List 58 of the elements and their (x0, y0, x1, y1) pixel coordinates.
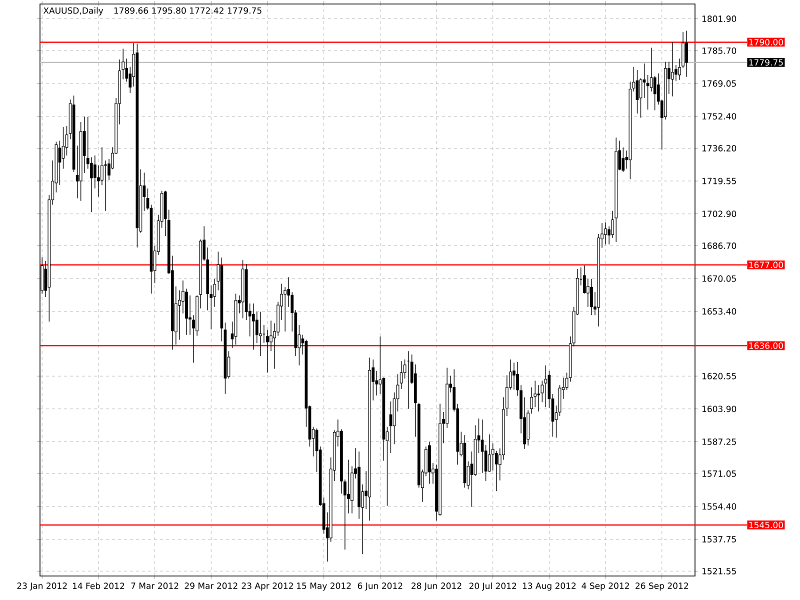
candlestick (488, 434, 491, 472)
ref-line-label: 1545.00 (749, 522, 783, 528)
y-tick-label: 1719.55 (702, 178, 736, 184)
x-tick-label: 23 Apr 2012 (242, 582, 293, 591)
x-tick-label: 14 Feb 2012 (72, 582, 124, 590)
y-tick-label: 1801.90 (702, 16, 736, 22)
candlestick (685, 30, 688, 78)
ref-line-label: 1677.00 (749, 262, 783, 268)
y-tick-label: 1587.25 (702, 438, 736, 445)
candlestick (530, 387, 534, 414)
y-tick-label: 1620.55 (702, 372, 736, 380)
chart-title: XAUUSD,Daily (43, 7, 104, 16)
y-tick-label: 1752.40 (702, 113, 736, 120)
y-tick-label: 1736.20 (702, 145, 736, 152)
x-tick-label: 4 Sep 2012 (582, 582, 629, 591)
candlestick (58, 140, 62, 186)
candlestick (65, 126, 68, 156)
candlestick (259, 311, 262, 356)
y-tick-label: 1670.05 (702, 275, 736, 282)
x-tick-label: 6 Jun 2012 (358, 582, 402, 591)
candlestick (642, 63, 646, 98)
x-tick-label: 29 Mar 2012 (184, 582, 238, 589)
candlestick (639, 78, 642, 118)
ref-line-label: 1636.00 (749, 342, 783, 349)
candlestick (284, 286, 287, 332)
y-tick-label: 1686.70 (702, 242, 736, 249)
y-tick-label: 1571.05 (702, 470, 736, 477)
ref-line-label: 1790.00 (749, 39, 783, 46)
candlestick (400, 360, 403, 390)
candlestick (671, 42, 674, 97)
x-tick-label: 26 Sep 2012 (636, 582, 688, 591)
chart-subtitle: 1789.66 1795.80 1772.42 1779.75 (114, 7, 262, 14)
x-tick-label: 28 Jun 2012 (412, 582, 462, 591)
x-tick-label: 20 Jul 2012 (469, 582, 516, 591)
y-tick-label: 1521.55 (702, 568, 736, 574)
y-tick-label: 1769.05 (702, 80, 736, 87)
y-tick-label: 1603.90 (702, 406, 736, 412)
y-tick-label: 1554.40 (702, 503, 736, 510)
candlestick (544, 365, 548, 408)
ref-line-label: 1779.75 (749, 59, 783, 66)
candlestick (90, 156, 93, 212)
y-tick-label: 1785.70 (702, 47, 736, 54)
candlestick (604, 222, 607, 245)
y-tick-label: 1537.75 (702, 536, 736, 542)
x-tick-label: 7 Mar 2012 (131, 582, 178, 589)
candlestick (650, 47, 653, 92)
candlestick (653, 76, 656, 111)
candlestick (406, 350, 410, 410)
x-tick-label: 23 Jan 2012 (17, 582, 67, 591)
y-tick-label: 1702.90 (702, 210, 736, 218)
y-tick-label: 1653.40 (702, 308, 736, 315)
x-tick-label: 13 Aug 2012 (522, 582, 576, 591)
candlestick (252, 303, 255, 350)
candlestick (646, 74, 650, 110)
x-tick-label: 15 May 2012 (297, 582, 351, 591)
candlestick (494, 450, 498, 492)
candlestick (537, 384, 540, 412)
candlestick (590, 278, 593, 316)
